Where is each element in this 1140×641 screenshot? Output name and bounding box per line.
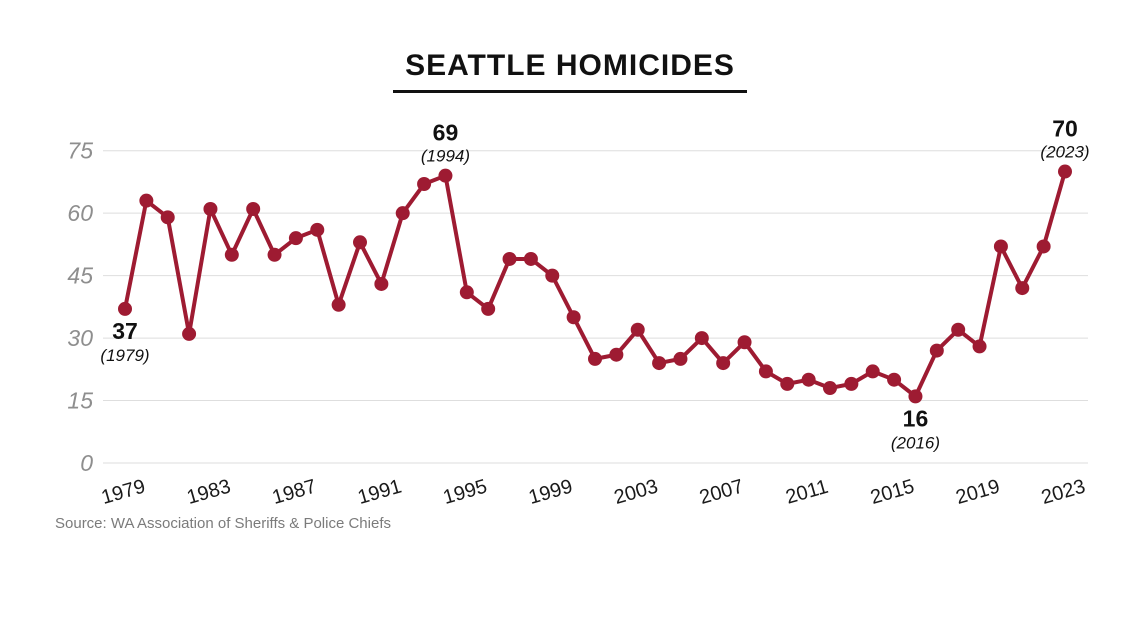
data-point-1986 (267, 247, 282, 262)
data-point-1990 (353, 235, 367, 250)
data-point-1989 (331, 297, 346, 312)
annotation-year-1994: (1994) (421, 147, 470, 166)
chart-title-wrap: SEATTLE HOMICIDES (0, 49, 1140, 93)
y-tick-label-45: 45 (67, 263, 93, 289)
data-point-2014 (865, 364, 880, 379)
annotation-value-1979: 37 (112, 318, 138, 344)
data-point-2023 (1058, 164, 1072, 179)
x-tick-label-2023: 2023 (1039, 476, 1088, 509)
data-point-1994 (438, 168, 453, 183)
data-point-2007 (716, 356, 731, 371)
data-point-1999 (545, 268, 560, 283)
data-point-1991 (374, 276, 389, 291)
data-point-2021 (1015, 281, 1030, 296)
annotation-value-2016: 16 (903, 405, 929, 431)
data-point-1995 (459, 285, 474, 300)
annotation-value-1994: 69 (433, 120, 459, 146)
annotation-year-2016: (2016) (891, 433, 940, 452)
x-tick-label-1987: 1987 (270, 476, 319, 509)
data-point-2019 (972, 339, 987, 354)
data-point-1988 (310, 222, 325, 237)
y-tick-label-0: 0 (80, 450, 93, 476)
data-point-2013 (844, 376, 859, 391)
x-tick-label-1983: 1983 (184, 476, 233, 509)
y-tick-label-75: 75 (67, 138, 93, 164)
data-point-2003 (630, 322, 645, 337)
data-point-2011 (801, 372, 816, 387)
data-point-2012 (823, 381, 837, 396)
data-point-1998 (523, 251, 538, 266)
y-tick-label-15: 15 (67, 388, 93, 414)
y-tick-label-30: 30 (67, 325, 93, 351)
x-tick-label-2015: 2015 (868, 476, 917, 509)
x-tick-label-1995: 1995 (441, 476, 490, 509)
x-tick-label-2007: 2007 (697, 476, 746, 509)
data-point-2016 (908, 389, 923, 404)
data-point-1997 (502, 251, 517, 266)
data-point-1987 (288, 231, 303, 246)
data-point-2022 (1036, 239, 1051, 254)
data-point-2009 (758, 364, 773, 379)
data-point-2020 (993, 239, 1008, 254)
data-point-1996 (481, 301, 496, 316)
data-point-1993 (417, 177, 432, 192)
annotation-year-1979: (1979) (100, 346, 149, 365)
source-caption: Source: WA Association of Sheriffs & Pol… (55, 515, 391, 532)
annotation-value-2023: 70 (1052, 116, 1078, 142)
data-point-1983 (203, 201, 218, 216)
data-point-2015 (887, 372, 902, 387)
x-tick-label-2003: 2003 (612, 476, 661, 509)
x-tick-label-2019: 2019 (953, 476, 1002, 509)
data-point-2018 (951, 322, 966, 337)
data-point-2002 (609, 347, 624, 362)
data-point-1979 (118, 301, 132, 316)
data-point-1985 (246, 201, 261, 216)
data-point-2005 (673, 351, 688, 366)
x-tick-label-1991: 1991 (355, 476, 404, 509)
data-point-2006 (694, 331, 709, 346)
data-point-2004 (652, 356, 667, 371)
x-tick-label-2011: 2011 (783, 476, 830, 509)
data-point-1984 (224, 247, 239, 262)
annotation-year-2023: (2023) (1040, 143, 1089, 162)
data-point-1980 (139, 193, 154, 208)
data-point-1981 (160, 210, 175, 225)
data-point-2008 (737, 335, 752, 350)
chart-title: SEATTLE HOMICIDES (393, 49, 747, 93)
data-point-2010 (780, 376, 795, 391)
data-point-1992 (395, 206, 410, 221)
data-point-2000 (566, 310, 581, 325)
data-point-1982 (182, 326, 197, 341)
data-point-2017 (929, 343, 944, 358)
y-tick-label-60: 60 (67, 200, 93, 226)
x-tick-label-1999: 1999 (526, 476, 575, 509)
data-point-2001 (588, 351, 602, 366)
x-tick-label-1979: 1979 (99, 476, 148, 509)
